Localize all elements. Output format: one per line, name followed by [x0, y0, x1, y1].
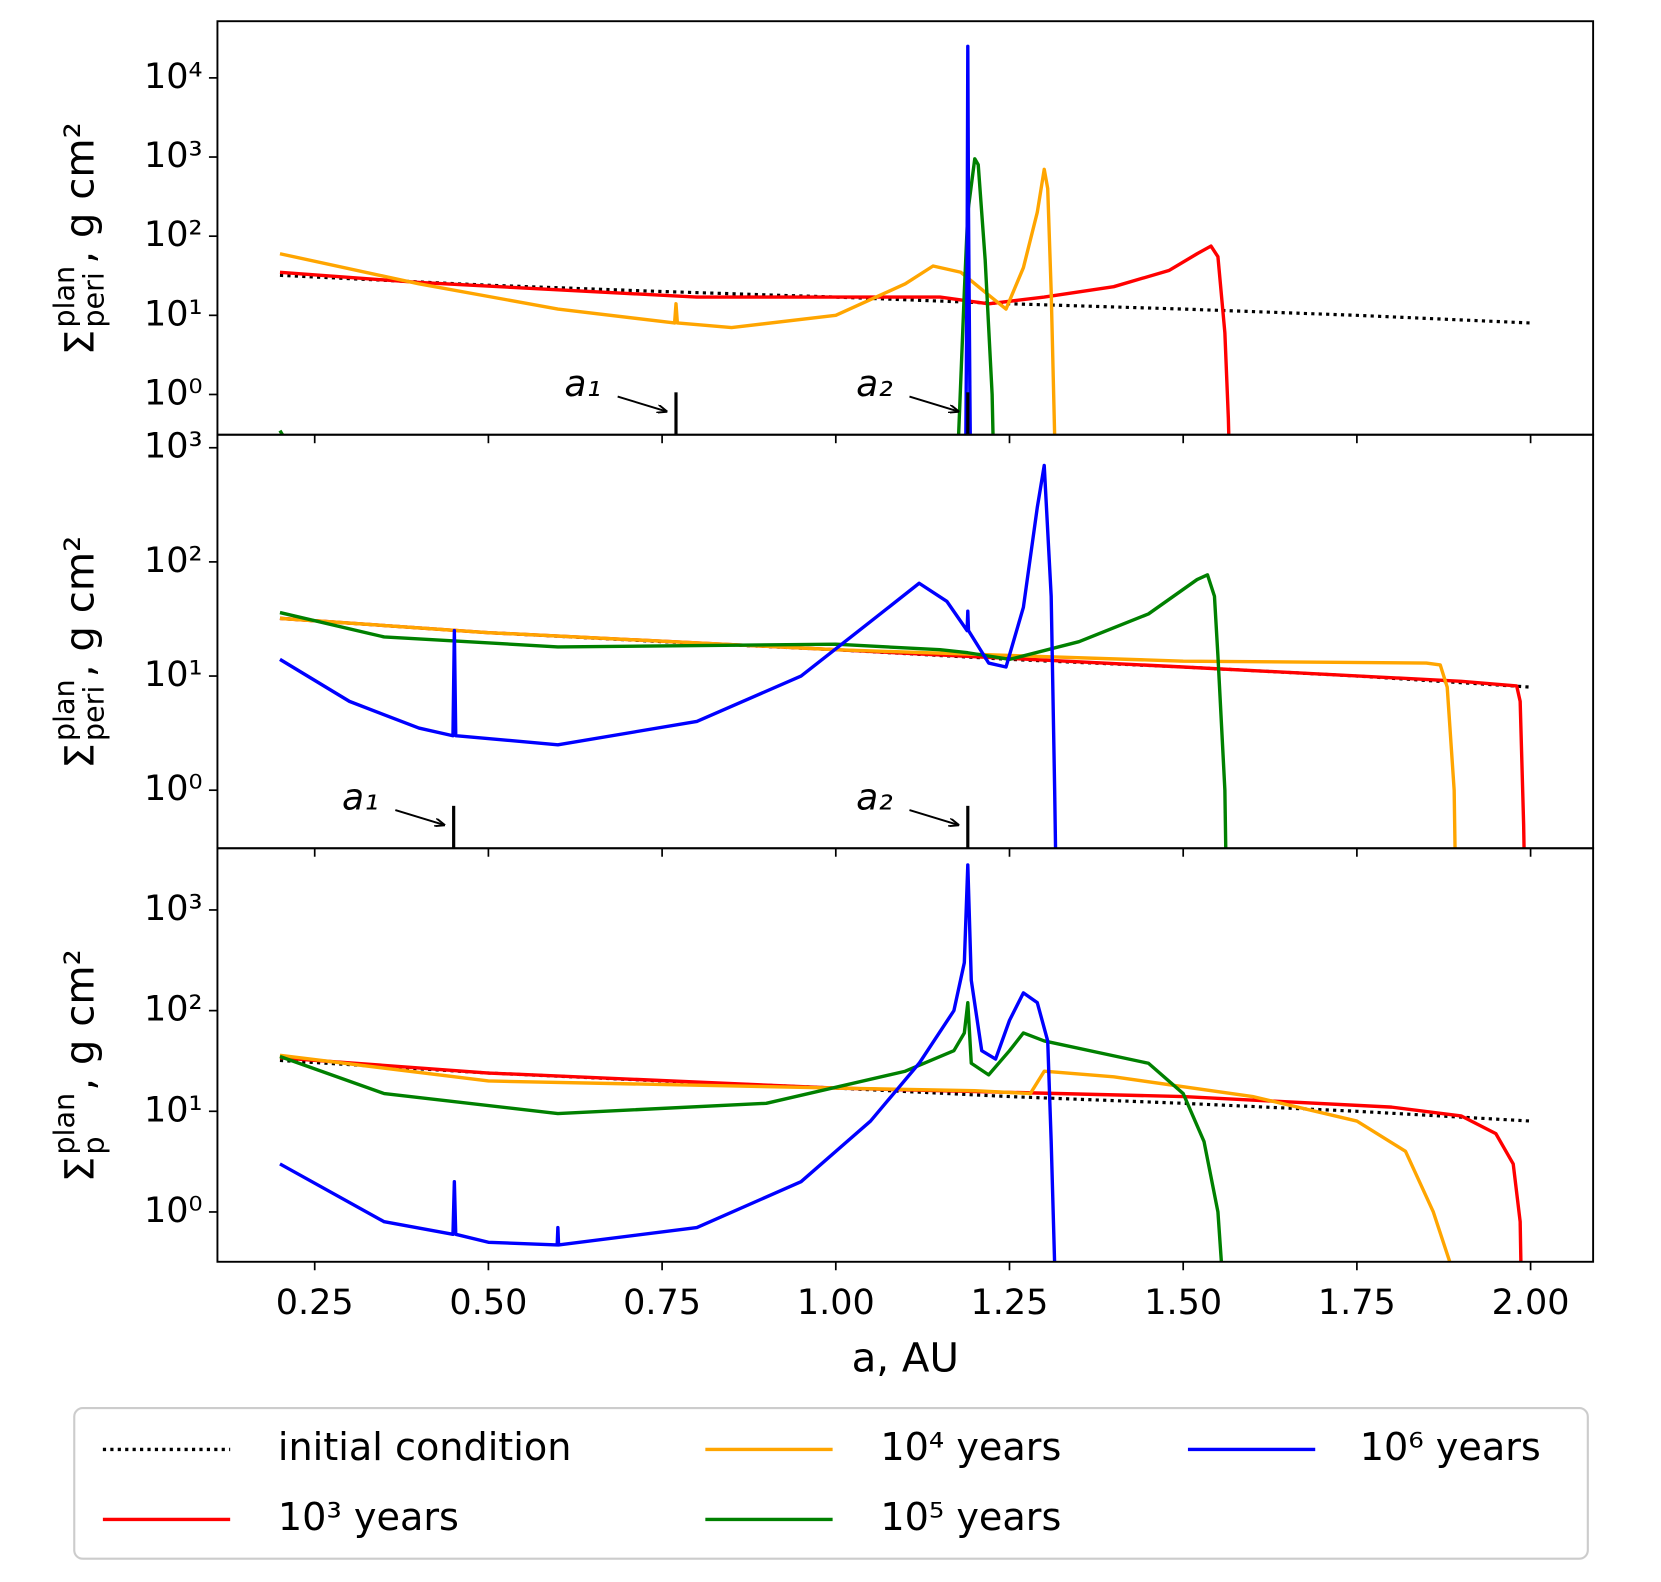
- plot-area: [279, 463, 1531, 849]
- y-label-symbol: Σ: [57, 1157, 104, 1182]
- legend-label: 10⁶ years: [1360, 1426, 1541, 1470]
- x-tick-label: 0.75: [623, 1283, 701, 1323]
- x-axis-label: a, AU: [852, 1334, 959, 1381]
- plot-area: [278, 44, 1531, 435]
- legend-box: [73, 1407, 1589, 1560]
- legend-label: 10³ years: [278, 1496, 459, 1540]
- y-tick-label: 10⁰: [144, 769, 203, 809]
- y-tick-label: 10⁰: [144, 373, 203, 413]
- y-tick-label: 10³: [144, 427, 203, 467]
- y-label-symbol: Σ: [57, 743, 104, 768]
- x-tick-label: 1.75: [1318, 1283, 1396, 1323]
- axes-frame: [216, 847, 1595, 1263]
- annotation-label: a₁: [564, 363, 601, 405]
- y-label-symbol: Σ: [57, 330, 104, 355]
- x-tick-label: 0.50: [449, 1283, 527, 1323]
- annotation-arrow: [909, 809, 958, 825]
- y-label-sub: p: [76, 1137, 110, 1155]
- x-tick-label: 1.50: [1144, 1283, 1222, 1323]
- x-tick-label: 2.00: [1492, 1283, 1570, 1323]
- x-tick-label: 1.00: [797, 1283, 875, 1323]
- data-line: [279, 463, 1058, 849]
- y-tick-label: 10¹: [144, 294, 203, 334]
- y-label-text: , g cm²: [57, 122, 104, 263]
- plot-area: [279, 863, 1531, 1262]
- axes-frame: [216, 20, 1595, 436]
- y-label-sup: plan: [47, 266, 81, 328]
- y-tick-label: 10²: [144, 215, 203, 255]
- data-line: [279, 244, 1231, 435]
- data-line: [279, 167, 1057, 435]
- annotation-label: a₂: [856, 363, 893, 405]
- annotation-label: a₂: [856, 776, 893, 818]
- data-line: [279, 616, 1526, 849]
- y-tick-label: 10¹: [144, 655, 203, 695]
- y-label-text: , g cm²: [57, 536, 104, 677]
- y-label-sub: peri: [76, 686, 110, 742]
- annotation-arrow: [617, 395, 667, 412]
- annotation-arrow: [909, 395, 958, 412]
- y-tick-label: 10²: [144, 990, 203, 1030]
- data-line: [279, 1056, 1523, 1262]
- legend-label: initial condition: [278, 1426, 572, 1470]
- annotation-arrow: [395, 809, 444, 825]
- y-label-sup: plan: [47, 1093, 81, 1155]
- y-label-sub: peri: [76, 272, 110, 328]
- data-line: [964, 44, 972, 435]
- annotation-label: a₁: [342, 776, 379, 818]
- y-tick-label: 10⁴: [144, 57, 203, 97]
- data-line: [278, 157, 995, 435]
- data-line: [279, 1000, 1224, 1262]
- y-tick-label: 10³: [144, 136, 203, 176]
- y-tick-label: 10²: [144, 541, 203, 581]
- data-line: [279, 863, 1057, 1262]
- y-tick-label: 10⁰: [144, 1191, 203, 1231]
- axes-frame: [216, 433, 1595, 850]
- y-tick-label: 10³: [144, 889, 203, 929]
- x-tick-label: 0.25: [276, 1283, 354, 1323]
- legend-label: 10⁵ years: [880, 1496, 1061, 1540]
- legend-label: 10⁴ years: [880, 1426, 1061, 1470]
- y-tick-label: 10¹: [144, 1090, 203, 1130]
- y-label-sup: plan: [47, 679, 81, 741]
- data-line: [279, 616, 1457, 849]
- data-line: [279, 573, 1228, 849]
- y-label-text: , g cm²: [57, 949, 104, 1090]
- x-tick-label: 1.25: [971, 1283, 1049, 1323]
